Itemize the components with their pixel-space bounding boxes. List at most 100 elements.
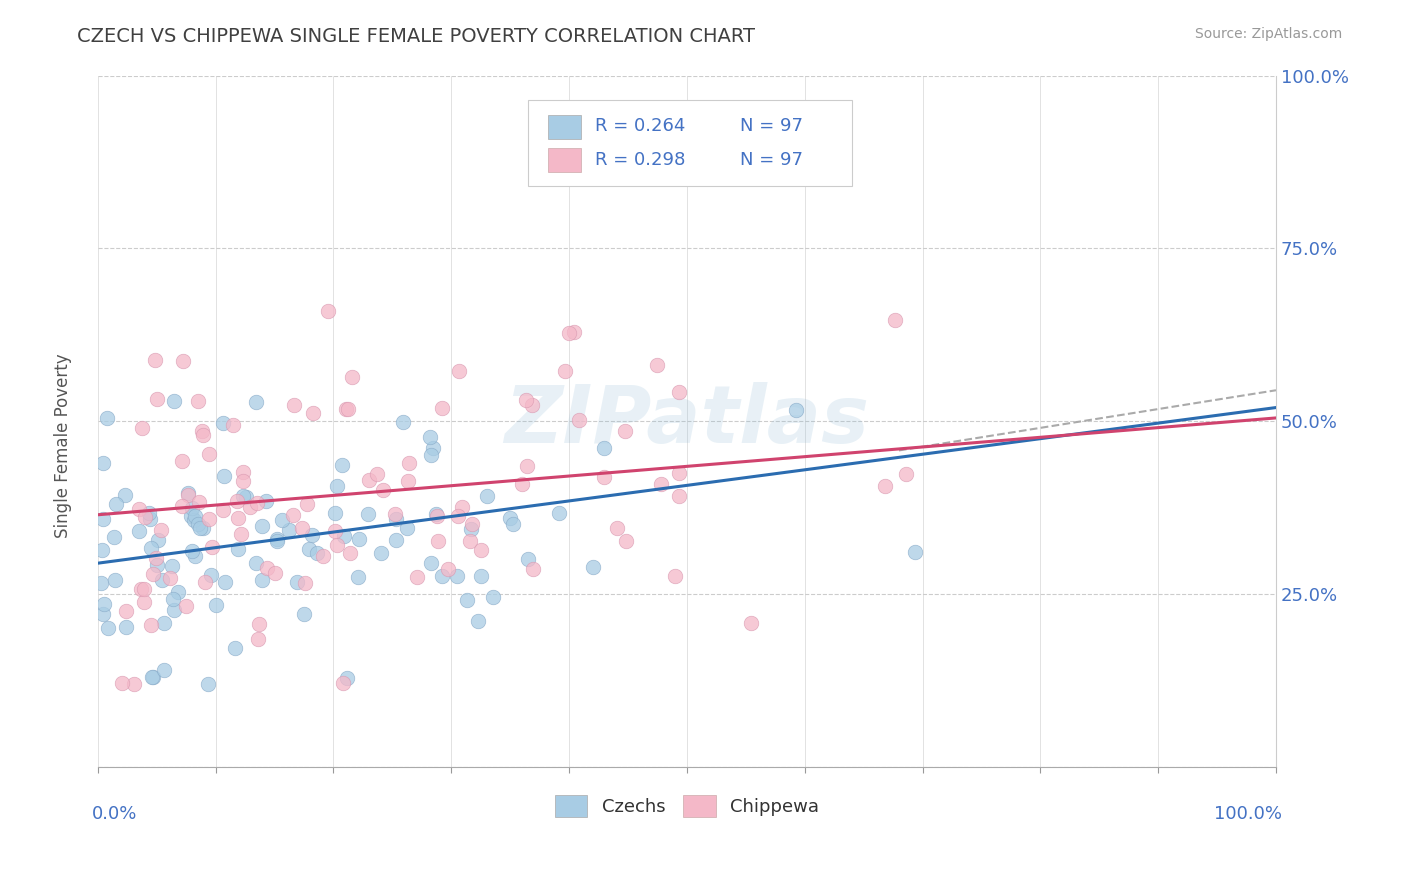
Point [396,520,419,534]
Point [226,511,249,525]
Point [385,512,408,526]
Point [91,607,114,621]
Point [105,497,128,511]
Point [422,441,444,455]
Point [346,570,368,584]
Point [370,546,392,560]
Point [385,533,408,547]
Point [419,429,441,443]
Point [873,479,896,493]
Point [93,597,115,611]
Point [134,509,156,524]
Point [883,312,905,326]
Point [166,584,188,599]
Point [91,543,114,558]
Point [124,677,146,691]
Point [271,513,294,527]
Point [198,512,221,526]
Point [264,566,287,581]
Point [668,467,690,481]
Text: Source: ZipAtlas.com: Source: ZipAtlas.com [1195,27,1343,41]
Point [141,670,163,684]
Point [128,501,150,516]
Point [245,394,267,409]
Point [420,556,443,570]
Point [339,545,361,559]
Point [446,568,468,582]
Text: CZECH VS CHIPPEWA SINGLE FEMALE POVERTY CORRELATION CHART: CZECH VS CHIPPEWA SINGLE FEMALE POVERTY … [77,27,755,45]
FancyBboxPatch shape [548,148,581,172]
Point [325,479,347,493]
Point [420,448,443,462]
Point [668,489,690,503]
Point [785,403,807,417]
Point [163,393,186,408]
Point [325,524,347,539]
Point [336,402,359,417]
Point [146,558,169,573]
Point [323,506,346,520]
Point [335,401,357,416]
Point [131,420,153,434]
Point [163,603,186,617]
Point [145,551,167,566]
Point [198,447,221,461]
Point [347,533,370,547]
Point [111,675,134,690]
Point [200,568,222,582]
Point [277,523,299,537]
Point [458,534,481,549]
Point [568,413,591,427]
Text: 100.0%: 100.0% [1213,805,1282,823]
Point [226,541,249,556]
Point [214,468,236,483]
Point [239,500,262,514]
Point [371,483,394,498]
Point [191,427,214,442]
Point [188,494,211,508]
Point [184,549,207,563]
Point [91,456,114,470]
Point [115,603,138,617]
Point [650,477,672,491]
Point [160,559,183,574]
Point [128,524,150,538]
Point [201,540,224,554]
Point [132,595,155,609]
Point [330,458,353,472]
Point [295,497,318,511]
Point [510,476,533,491]
Point [90,576,112,591]
Point [162,591,184,606]
Point [235,490,257,504]
Point [266,532,288,546]
Point [139,512,162,526]
Point [384,507,406,521]
Point [406,570,429,584]
Point [283,398,305,412]
Point [449,363,471,377]
Point [104,573,127,587]
Point [564,325,586,339]
Point [246,632,269,646]
Point [115,620,138,634]
Point [176,485,198,500]
Point [180,544,202,558]
FancyBboxPatch shape [527,100,852,186]
Point [285,575,308,590]
Point [152,664,174,678]
Point [224,641,246,656]
Point [522,562,544,576]
Point [172,353,194,368]
Point [437,562,460,576]
Point [554,364,576,378]
Point [150,573,173,587]
Point [664,569,686,583]
Text: R = 0.264: R = 0.264 [595,117,685,135]
Point [470,569,492,583]
Point [451,500,474,514]
Point [245,556,267,570]
Point [225,493,247,508]
Point [146,392,169,406]
Point [592,442,614,456]
